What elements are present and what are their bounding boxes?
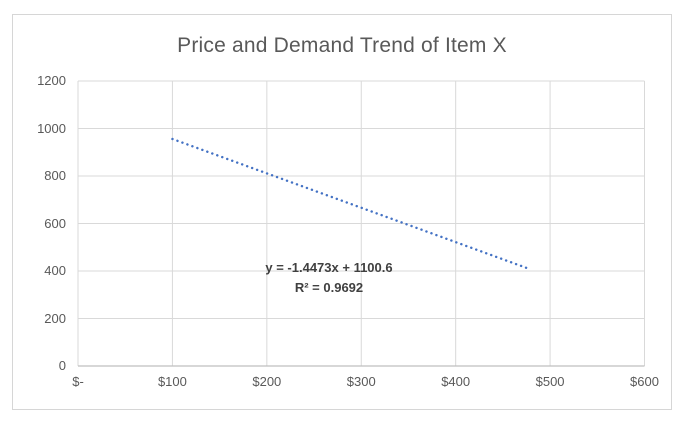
y-axis-tick-label: 600 xyxy=(44,215,66,231)
trendline-r-squared-line: R² = 0.9692 xyxy=(294,280,364,295)
trendline-dotted xyxy=(171,137,528,270)
x-axis-tick-label: $- xyxy=(72,374,84,389)
trendline-equation-label: y = -1.4473x + 1100.6 R² = 0.9692 xyxy=(265,258,392,298)
y-axis-tick-label: 800 xyxy=(44,168,66,183)
y-axis-tick-label: 400 xyxy=(44,263,66,278)
x-axis-tick-label: $600 xyxy=(630,374,659,389)
y-axis-tick-label: 1200 xyxy=(37,73,66,88)
y-axis-tick-label: 0 xyxy=(58,358,66,373)
x-axis-tick-label: $500 xyxy=(535,374,565,389)
chart-frame xyxy=(12,14,672,410)
x-axis-tick-label: $100 xyxy=(157,374,187,389)
y-axis-tick-label: 1000 xyxy=(37,120,66,136)
chart-title: Price and Demand Trend of Item X xyxy=(177,34,507,57)
x-axis-tick-label: $400 xyxy=(441,374,471,389)
x-axis-tick-label: $200 xyxy=(252,374,282,389)
trendline-equation-line: y = -1.4473x + 1100.6 xyxy=(265,260,393,275)
x-axis-tick-label: $300 xyxy=(346,374,376,389)
y-axis-tick-label: 200 xyxy=(44,310,66,326)
